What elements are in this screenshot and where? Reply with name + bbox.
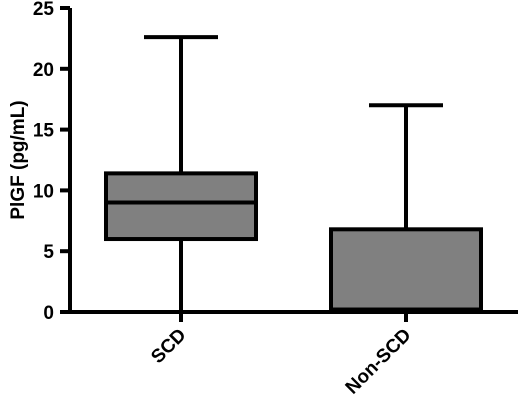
- boxes: [104, 35, 483, 314]
- y-ticks: 0 5 10 15 20 25: [33, 0, 70, 324]
- y-axis-label: PlGF (pg/mL): [8, 100, 29, 219]
- y-tick-label: 10: [33, 181, 54, 202]
- y-tick-label: 20: [33, 60, 54, 81]
- iqr-box: [104, 171, 258, 242]
- y-tick-label: 5: [43, 242, 54, 263]
- box-non-scd: [329, 103, 483, 314]
- y-tick-label: 0: [43, 303, 54, 324]
- box-scd: [104, 35, 258, 314]
- x-category-label: Non-SCD: [342, 325, 416, 399]
- x-category-label: SCD: [147, 325, 190, 368]
- category-labels: SCD Non-SCD: [147, 312, 416, 399]
- y-tick-label: 15: [33, 121, 55, 142]
- y-tick-label: 25: [33, 0, 55, 20]
- iqr-box: [329, 227, 483, 312]
